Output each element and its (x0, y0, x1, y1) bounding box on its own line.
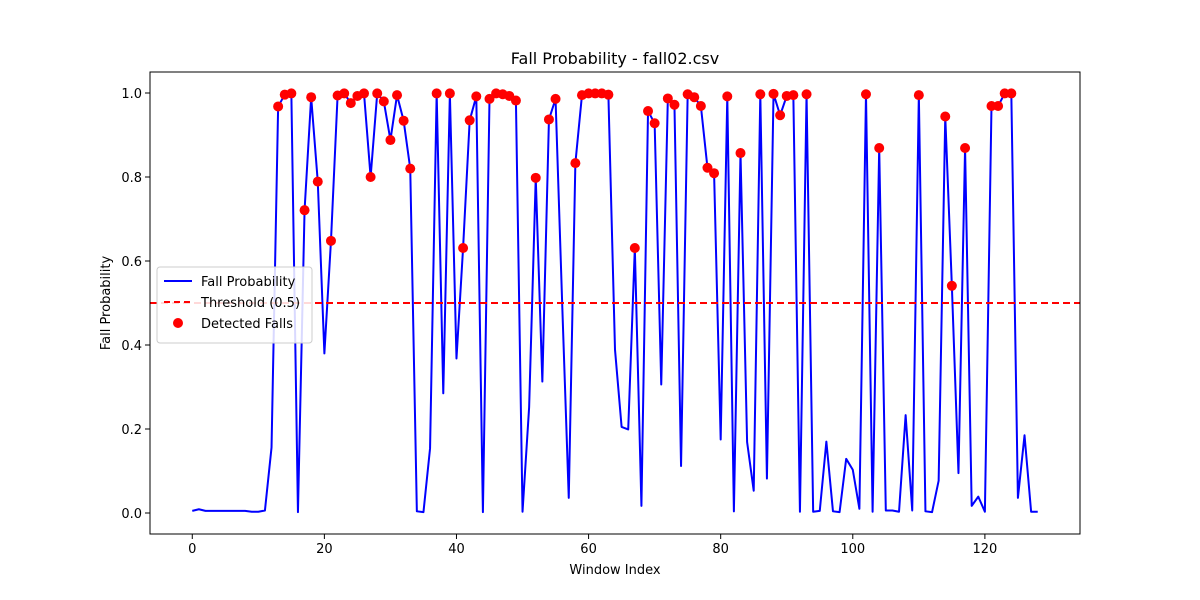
data-point-detected-fall (649, 118, 660, 129)
data-point-detected-fall (345, 98, 356, 109)
data-point-detected-fall (788, 90, 799, 101)
y-tick-label: 0.6 (121, 255, 142, 270)
data-point-detected-fall (775, 110, 786, 121)
data-point-detected-fall (398, 115, 409, 126)
axes: 0 20 40 60 80 100 120 0.0 0.2 0.4 0.6 0.8 1.0 (121, 71, 1081, 557)
x-tick-label: 80 (712, 542, 729, 557)
data-point-detected-fall (1006, 88, 1017, 99)
data-point-detected-fall (543, 114, 554, 125)
data-point-detected-fall (695, 101, 706, 112)
data-point-detected-fall (603, 89, 614, 100)
y-tick-label: 0.4 (121, 339, 142, 354)
data-point-detected-fall (471, 91, 482, 102)
data-point-detected-fall (464, 115, 475, 126)
data-point-detected-fall (458, 242, 469, 253)
data-point-detected-fall (570, 158, 581, 169)
data-point-detected-fall (431, 88, 442, 99)
legend-label-detected-falls: Detected Falls (201, 317, 293, 332)
legend-label-threshold: Threshold (0.5) (200, 296, 300, 311)
y-tick-label: 0.8 (121, 171, 142, 186)
data-point-detected-fall (286, 88, 297, 99)
x-tick-label: 0 (188, 542, 196, 557)
data-point-detected-fall (312, 176, 323, 187)
data-point-detected-fall (484, 93, 495, 104)
data-point-detected-fall (629, 242, 640, 253)
data-point-detected-fall (510, 95, 521, 106)
data-point-detected-fall (530, 172, 541, 183)
data-point-detected-fall (550, 93, 561, 104)
data-point-detected-fall (946, 280, 957, 291)
data-point-detected-fall (993, 101, 1004, 112)
data-point-detected-fall (768, 88, 779, 99)
data-point-detected-fall (755, 89, 766, 100)
data-point-detected-fall (299, 205, 310, 216)
data-point-detected-fall (735, 148, 746, 159)
data-point-detected-fall (273, 101, 284, 112)
x-tick-label: 40 (448, 542, 465, 557)
y-axis-label: Fall Probability (99, 256, 114, 351)
legend-marker-detected-falls (173, 318, 183, 328)
data-point-detected-fall (709, 168, 720, 179)
legend-label-fall-probability: Fall Probability (201, 275, 296, 290)
data-point-detected-fall (306, 92, 317, 103)
y-tick-label: 1.0 (121, 87, 142, 102)
data-point-detected-fall (372, 88, 383, 99)
data-point-detected-fall (960, 143, 971, 154)
data-point-detected-fall (392, 90, 403, 101)
data-point-detected-fall (662, 93, 673, 104)
y-tick-label: 0.0 (121, 507, 142, 522)
data-point-detected-fall (940, 111, 951, 122)
x-tick-label: 60 (580, 542, 597, 557)
data-point-detected-fall (689, 92, 700, 103)
plot-area (150, 88, 1080, 514)
x-axis-label: Window Index (569, 563, 660, 578)
data-point-detected-fall (339, 88, 350, 99)
data-point-detected-fall (669, 99, 680, 110)
data-point-detected-fall (643, 106, 654, 117)
data-point-detected-fall (378, 96, 389, 107)
x-tick-label: 120 (972, 542, 997, 557)
chart-title: Fall Probability - fall02.csv (511, 49, 719, 68)
data-point-detected-fall (359, 88, 370, 99)
x-tick-label: 20 (316, 542, 333, 557)
data-point-detected-fall (365, 172, 376, 182)
data-point-detected-fall (405, 163, 416, 174)
legend-box (156, 266, 313, 344)
data-point-detected-fall (801, 89, 812, 100)
series-line-fall-probability (192, 92, 1038, 514)
data-point-detected-fall (325, 235, 336, 246)
legend: Fall Probability Threshold (0.5) Detecte… (156, 266, 313, 344)
data-point-detected-fall (385, 135, 396, 146)
data-point-detected-fall (860, 89, 871, 100)
data-point-detected-fall (444, 88, 455, 99)
x-tick-label: 100 (840, 542, 865, 557)
data-point-detected-fall (722, 91, 733, 102)
axes-frame (149, 71, 1081, 535)
data-point-detected-fall (913, 90, 924, 101)
data-point-detected-fall (874, 143, 885, 154)
data-point-detected-fall (702, 162, 713, 173)
y-tick-label: 0.2 (121, 423, 142, 438)
